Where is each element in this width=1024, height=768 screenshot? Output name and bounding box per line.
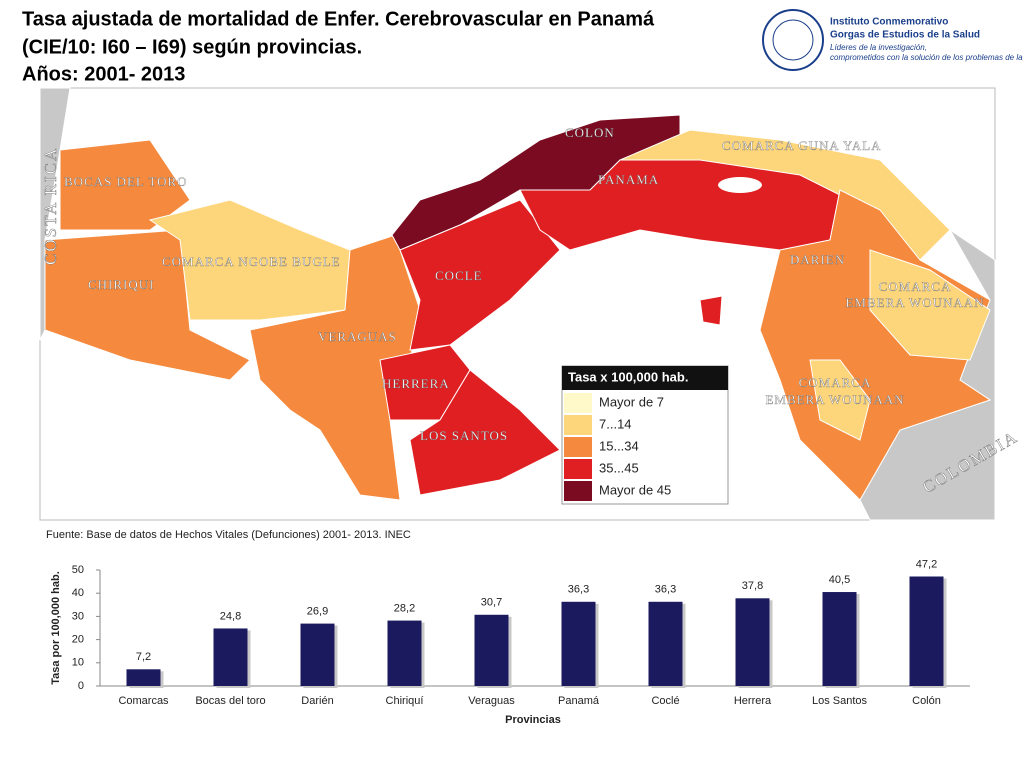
x-axis-title: Provincias [505,714,561,726]
logo-text: Gorgas de Estudios de la Salud [830,30,980,41]
x-tick-label: Colón [912,695,941,707]
map-label: COCLE [435,268,483,283]
region [809,359,871,441]
logo-ring [772,19,814,61]
map-label: CHIRIQUI [88,277,155,292]
legend-label: 7...14 [599,416,632,431]
legend-label: Mayor de 45 [599,482,671,497]
value-label: 28,2 [394,602,415,614]
bar [909,576,944,686]
lake [718,177,762,193]
source: Fuente: Base de datos de Hechos Vitales … [46,529,411,541]
x-tick-label: Los Santos [812,695,868,707]
y-tick-label: 40 [72,587,84,599]
title-line: Tasa ajustada de mortalidad de Enfer. Ce… [22,8,655,30]
y-tick-label: 0 [78,680,84,692]
bar [126,669,161,686]
legend-swatch [564,459,592,479]
bar [735,598,770,686]
bar [474,614,509,686]
map-label: VERAGUAS [318,329,397,344]
region [759,189,992,501]
region [619,129,951,261]
y-axis-title: Tasa por 100,000 hab. [50,571,62,685]
x-tick-label: Herrera [734,695,772,707]
legend-swatch [564,415,592,435]
value-label: 36,3 [568,584,589,596]
value-label: 26,9 [307,605,328,617]
map-label: EMBERA WOUNAAN [845,295,984,310]
logo-seal [762,9,824,71]
x-tick-label: Veraguas [468,695,515,707]
region [399,199,561,351]
map-label: COMARCA NGOBE BUGLE [162,254,341,269]
logo-text: Líderes de la investigación, [830,43,927,52]
map: COLON COMARCA GUNA YALA BOCAS DEL TORO P… [39,87,1022,521]
bar [300,623,335,686]
title-line: Años: 2001- 2013 [22,63,185,85]
value-label: 47,2 [916,558,937,570]
x-tick-label: Comarcas [118,695,169,707]
map-legend: Tasa x 100,000 hab. Mayor de 7 7...14 15..… [561,365,729,505]
bar [648,601,683,686]
logo-text: Instituto Conmemorativo [830,17,948,28]
map-label: PANAMA [598,172,659,187]
value-label: 36,3 [655,584,676,596]
map-label: BOCAS DEL TORO [64,174,188,189]
bar [822,592,857,686]
region [869,249,991,361]
x-tick-label: Coclé [651,695,679,707]
y-tick-label: 50 [72,564,84,576]
y-tick-label: 10 [72,657,84,669]
logo: Instituto Conmemorativo Gorgas de Estudi… [762,9,1024,71]
legend-swatch [564,393,592,413]
map-label: DARIEN [790,252,845,267]
value-label: 30,7 [481,597,502,609]
x-tick-label: Bocas del toro [195,695,265,707]
island [699,295,723,326]
value-label: 37,8 [742,580,763,592]
logo-text: comprometidos con la solución de los pro… [830,53,1024,62]
bar [387,620,422,686]
legend-swatch [564,437,592,457]
bar [213,628,248,686]
legend-label: 15...34 [599,438,639,453]
value-label: 24,8 [220,610,241,622]
region [409,369,561,496]
map-label: EMBERA WOUNAAN [765,392,904,407]
map-label: COMARCA GUNA YALA [722,138,882,153]
map-label: COLON [565,125,615,140]
legend-title: Tasa x 100,000 hab. [568,369,688,384]
map-label: COMARCA [879,279,952,294]
bar [561,601,596,686]
y-tick-label: 30 [72,610,84,622]
map-label: LOS SANTOS [420,428,508,443]
title-line: (CIE/10: I60 – I69) según provincias. [22,36,362,58]
legend-swatch [564,481,592,501]
x-tick-label: Chiriquí [386,695,424,707]
map-label: HERRERA [382,376,450,391]
x-tick-label: Darién [301,695,333,707]
value-label: 40,5 [829,574,850,586]
legend-header [562,366,728,390]
map-label: COSTA RICA [41,147,60,265]
legend-label: Mayor de 7 [599,394,664,409]
y-tick-label: 20 [72,634,84,646]
legend-label: 35...45 [599,460,639,475]
value-label: 7,2 [136,651,151,663]
x-tick-label: Panamá [558,695,600,707]
map-label: COMARCA [799,375,872,390]
